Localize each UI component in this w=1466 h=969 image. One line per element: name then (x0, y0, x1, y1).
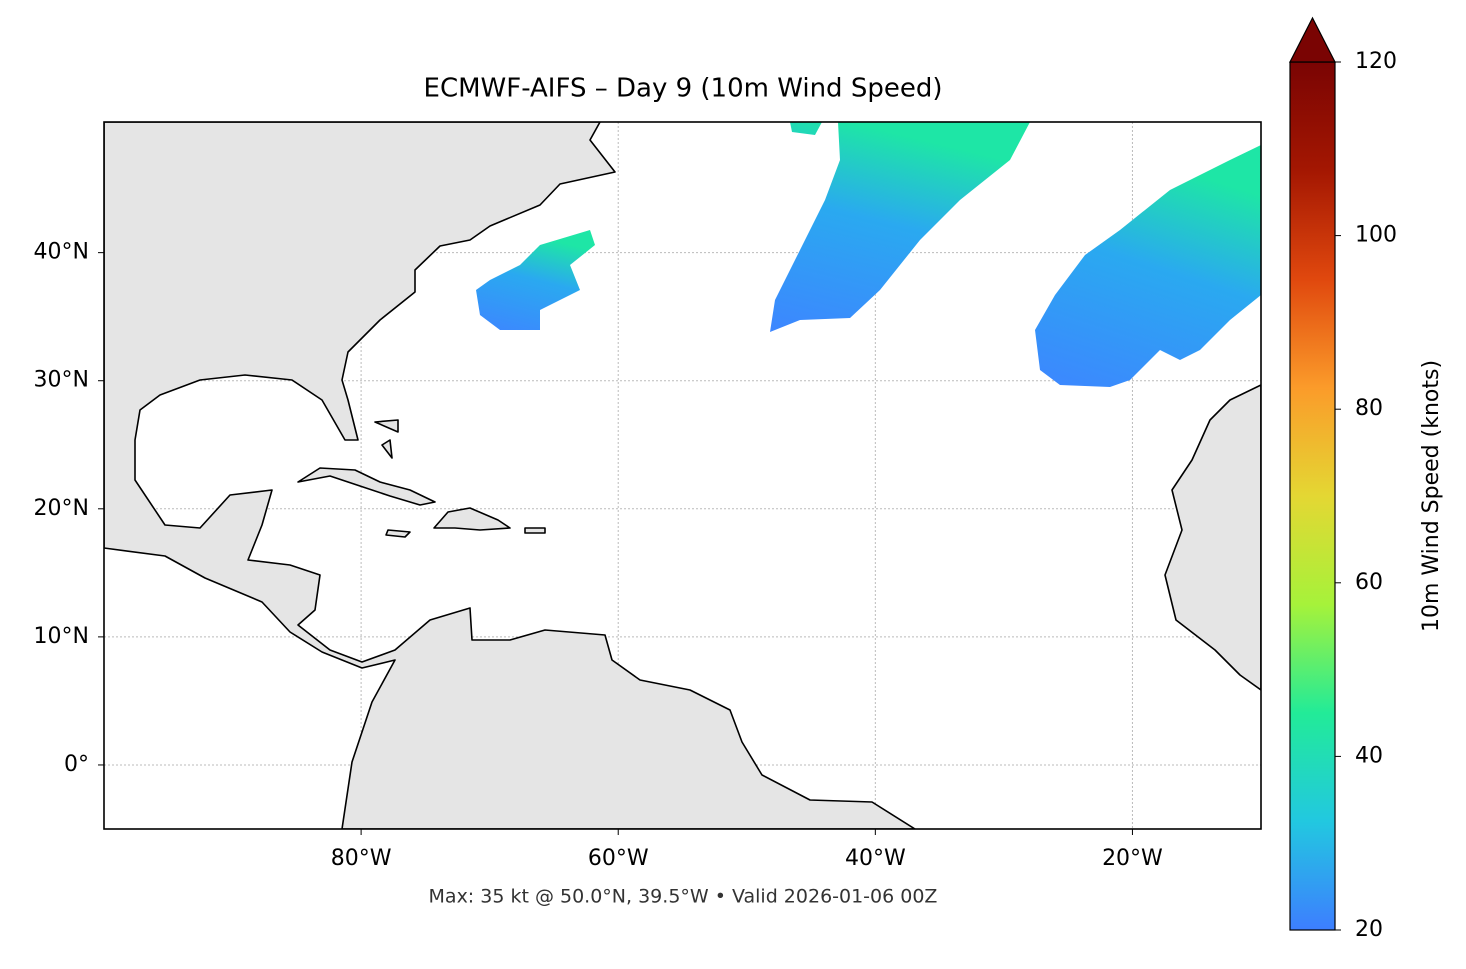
wind-field (770, 122, 1030, 332)
map-area (104, 122, 1261, 829)
colorbar: 20 40 60 80 100 120 10m Wind Speed (knots) (1289, 16, 1444, 942)
colorbar-tick-label: 60 (1355, 570, 1383, 595)
map-title: ECMWF-AIFS – Day 9 (10m Wind Speed) (424, 74, 943, 104)
bahamas (374, 419, 399, 459)
colorbar-tick-label: 120 (1355, 49, 1397, 74)
y-tick-label: 30°N (34, 368, 89, 393)
wind-field (1035, 145, 1261, 387)
footer-note: Max: 35 kt @ 50.0°N, 39.5°W • Valid 2026… (429, 886, 938, 908)
colorbar-tick-label: 20 (1355, 917, 1383, 942)
y-tick-label: 10°N (34, 624, 89, 649)
africa (1164, 384, 1261, 691)
colorbar-tick-label: 80 (1355, 396, 1383, 421)
colorbar-label: 10m Wind Speed (knots) (1419, 360, 1444, 632)
x-tick-label: 20°W (1102, 846, 1163, 871)
colorbar-tick-label: 40 (1355, 743, 1383, 768)
puerto-rico (524, 527, 546, 534)
jamaica (385, 529, 411, 538)
wind-field (476, 230, 595, 330)
x-tick-label: 60°W (588, 846, 649, 871)
hispaniola (433, 507, 511, 531)
colorbar-extend (1289, 16, 1336, 63)
colorbar-tick-label: 100 (1355, 223, 1397, 248)
x-tick-label: 80°W (331, 846, 392, 871)
x-tick-label: 40°W (845, 846, 906, 871)
y-tick-label: 0° (64, 752, 89, 777)
y-tick-label: 20°N (34, 496, 89, 521)
y-tick-label: 40°N (34, 240, 89, 265)
colorbar-ramp (1289, 61, 1336, 931)
americas (104, 122, 916, 829)
cuba (297, 467, 436, 506)
map-frame (103, 121, 1262, 830)
